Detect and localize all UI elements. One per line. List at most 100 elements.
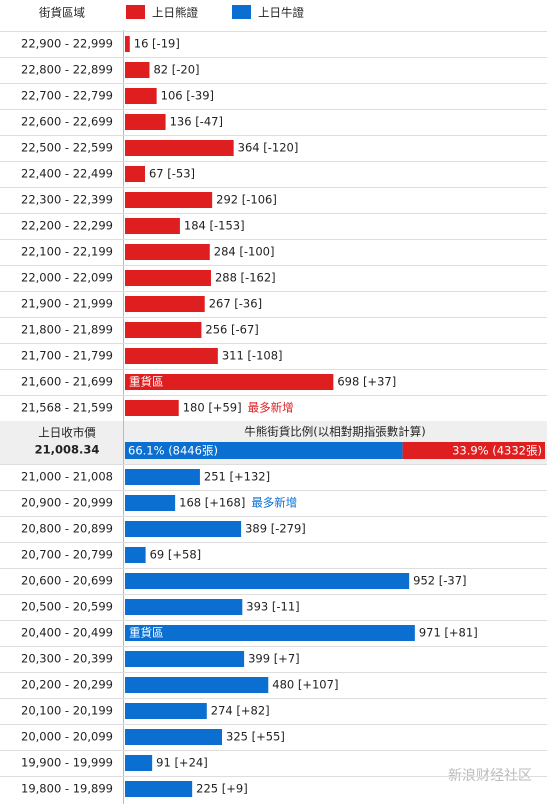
range-label: 22,300 - 22,399 — [21, 193, 113, 207]
bar — [125, 703, 207, 719]
note: 最多新增 — [248, 401, 294, 415]
value-label: 184 [-153] — [184, 219, 245, 233]
bear-legend-swatch — [126, 5, 145, 19]
bar — [125, 88, 157, 104]
range-label: 20,600 - 20,699 — [21, 574, 113, 588]
range-label: 22,600 - 22,699 — [21, 115, 113, 129]
value-label: 256 [-67] — [205, 323, 258, 337]
range-label: 19,900 - 19,999 — [21, 756, 113, 770]
value-label: 698 [+37] — [337, 375, 396, 389]
range-label: 21,600 - 21,699 — [21, 375, 113, 389]
value-label: 389 [-279] — [245, 522, 306, 536]
range-label: 22,700 - 22,799 — [21, 89, 113, 103]
bar — [125, 296, 205, 312]
value-label: 91 [+24] — [156, 756, 208, 770]
bar — [125, 521, 242, 537]
bar-tag: 重貨區 — [129, 626, 164, 640]
bar — [125, 166, 145, 182]
range-label: 20,900 - 20,999 — [21, 496, 113, 510]
bar — [125, 729, 223, 745]
range-label: 20,200 - 20,299 — [21, 678, 113, 692]
value-label: 267 [-36] — [209, 297, 262, 311]
range-label: 21,000 - 21,008 — [21, 470, 113, 484]
bar — [125, 114, 166, 130]
range-label: 21,800 - 21,899 — [21, 323, 113, 337]
bear-ratio-bar — [402, 442, 545, 459]
range-label: 20,500 - 20,599 — [21, 600, 113, 614]
bar — [125, 400, 179, 416]
range-label: 22,000 - 22,099 — [21, 271, 113, 285]
range-label: 22,400 - 22,499 — [21, 167, 113, 181]
range-label: 22,500 - 22,599 — [21, 141, 113, 155]
value-label: 325 [+55] — [226, 730, 285, 744]
range-label: 21,900 - 21,999 — [21, 297, 113, 311]
bear-ratio-label: 33.9% (4332張) — [452, 444, 542, 458]
range-label: 22,800 - 22,899 — [21, 63, 113, 77]
value-label: 971 [+81] — [419, 626, 478, 640]
bar — [125, 244, 210, 260]
bar — [125, 625, 415, 641]
range-label: 20,300 - 20,399 — [21, 652, 113, 666]
bar — [125, 62, 150, 78]
close-value: 21,008.34 — [35, 443, 100, 457]
bull-legend-swatch — [232, 5, 251, 19]
range-label: 20,700 - 20,799 — [21, 548, 113, 562]
value-label: 67 [-53] — [149, 167, 195, 181]
ratio-title: 牛熊街貨比例(以相對期指張數計算) — [244, 425, 425, 439]
close-title: 上日收市價 — [38, 426, 96, 440]
value-label: 136 [-47] — [170, 115, 223, 129]
bar — [125, 599, 243, 615]
bar — [125, 374, 334, 390]
value-label: 288 [-162] — [215, 271, 276, 285]
value-label: 274 [+82] — [211, 704, 270, 718]
value-label: 399 [+7] — [248, 652, 300, 666]
bar — [125, 270, 211, 286]
bar — [125, 192, 213, 208]
note: 最多新增 — [251, 496, 297, 510]
bar — [125, 495, 176, 511]
value-label: 180 [+59] — [183, 401, 242, 415]
bear-legend: 上日熊證 — [152, 6, 198, 20]
bar — [125, 322, 202, 338]
bar — [125, 140, 234, 156]
range-label: 20,800 - 20,899 — [21, 522, 113, 536]
range-header: 街貨區域 — [39, 6, 85, 20]
value-label: 225 [+9] — [196, 782, 248, 796]
bull-ratio-bar — [125, 442, 403, 459]
bull-legend: 上日牛證 — [258, 6, 304, 20]
bar — [125, 469, 200, 485]
value-label: 311 [-108] — [222, 349, 283, 363]
bar — [125, 677, 269, 693]
value-label: 952 [-37] — [413, 574, 466, 588]
bar — [125, 348, 218, 364]
value-label: 168 [+168] — [179, 496, 245, 510]
value-label: 251 [+132] — [204, 470, 270, 484]
bar — [125, 573, 410, 589]
bar — [125, 781, 193, 797]
value-label: 292 [-106] — [216, 193, 277, 207]
range-label: 22,900 - 22,999 — [21, 37, 113, 51]
bar-tag: 重貨區 — [129, 375, 164, 389]
bull-ratio-label: 66.1% (8446張) — [128, 444, 218, 458]
bar — [125, 36, 130, 52]
value-label: 284 [-100] — [214, 245, 275, 259]
bar — [125, 755, 153, 771]
bar — [125, 218, 180, 234]
range-label: 22,100 - 22,199 — [21, 245, 113, 259]
value-label: 82 [-20] — [153, 63, 199, 77]
range-label: 20,100 - 20,199 — [21, 704, 113, 718]
value-label: 364 [-120] — [238, 141, 299, 155]
bar — [125, 547, 146, 563]
range-label: 21,700 - 21,799 — [21, 349, 113, 363]
value-label: 69 [+58] — [150, 548, 202, 562]
bar — [125, 651, 245, 667]
range-label: 19,800 - 19,899 — [21, 782, 113, 796]
range-label: 20,000 - 20,099 — [21, 730, 113, 744]
range-label: 21,568 - 21,599 — [21, 401, 113, 415]
range-label: 22,200 - 22,299 — [21, 219, 113, 233]
range-label: 20,400 - 20,499 — [21, 626, 113, 640]
value-label: 16 [-19] — [134, 37, 180, 51]
value-label: 106 [-39] — [161, 89, 214, 103]
value-label: 393 [-11] — [246, 600, 299, 614]
